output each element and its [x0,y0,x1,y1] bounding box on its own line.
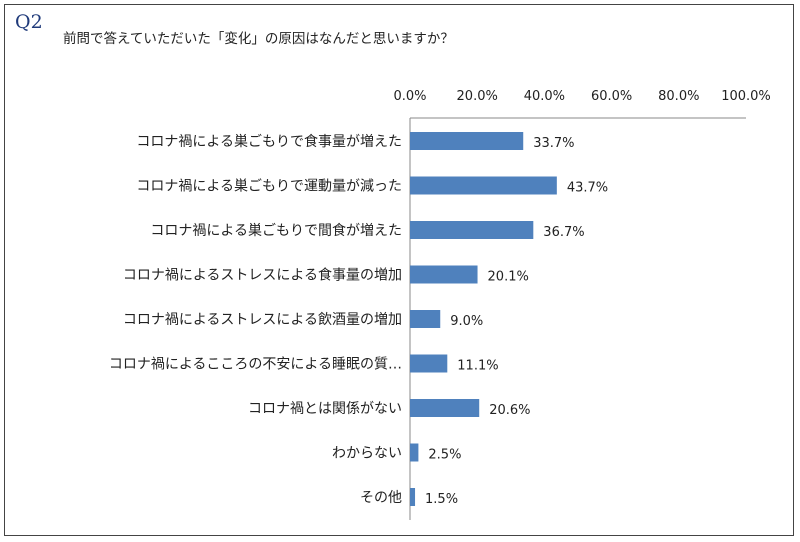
bar-row: コロナ禍によるストレスによる食事量の増加 20.1% [123,265,529,285]
bar [410,176,557,195]
question-text: 前問で答えていただいた「変化」の原因はなんだと思いますか？ [63,31,454,47]
category-label: コロナ禍とは関係がない [248,401,402,417]
category-label: コロナ禍によるストレスによる食事量の増加 [123,267,402,284]
x-tick: 100.0% [721,89,771,104]
chart-rows: コロナ禍による巣ごもりで食事量が増えた 33.7% コロナ禍による巣ごもりで運動量が… [109,132,608,507]
x-tick: 80.0% [658,89,699,104]
bar-row: コロナ禍によるこころの不安による睡眠の質… 11.1% [109,354,499,374]
category-label: コロナ禍による巣ごもりで運動量が減った [136,178,402,195]
x-tick-label: 80.0% [658,89,699,104]
data-label: 11.1% [457,359,498,374]
x-axis-ticks: 0.0% 20.0% 40.0% 60.0% 80.0% 100.0% [393,89,771,119]
question-number: Q2 [15,11,43,33]
bar-row: コロナ禍による巣ごもりで間食が増えた 36.7% [150,221,585,240]
bar [410,488,416,506]
data-label: 33.7% [533,136,574,151]
category-label: コロナ禍による巣ごもりで間食が増えた [150,222,402,239]
bar [410,354,448,373]
category-label: コロナ禍によるストレスによる飲酒量の増加 [123,312,402,328]
bar-row: コロナ禍によるストレスによる飲酒量の増加 9.0% [123,310,483,329]
data-label: 20.6% [489,403,530,418]
data-label: 43.7% [567,181,608,196]
bar-row: コロナ禍による巣ごもりで食事量が増えた 33.7% [136,132,575,151]
bar [410,399,480,417]
bar-row: その他 1.5% [360,488,458,507]
x-tick-label: 60.0% [591,89,632,104]
data-label: 36.7% [543,225,584,240]
bar-row: コロナ禍による巣ごもりで運動量が減った 43.7% [136,176,608,196]
category-label: コロナ禍による巣ごもりで食事量が増えた [136,133,402,150]
x-tick-label: 100.0% [721,89,771,104]
x-tick-label: 20.0% [457,89,498,104]
bar [410,132,524,150]
category-label: コロナ禍によるこころの不安による睡眠の質… [109,357,402,373]
data-label: 20.1% [488,270,529,285]
data-label: 2.5% [428,448,461,463]
bar-row: わからない 2.5% [332,443,461,463]
x-tick: 0.0% [393,89,426,104]
data-label: 1.5% [425,492,458,507]
x-tick: 40.0% [524,89,565,104]
x-tick-label: 0.0% [393,89,426,104]
bar [410,443,419,462]
bar-row: コロナ禍とは関係がない 20.6% [248,399,531,418]
x-tick: 20.0% [457,89,498,104]
x-tick-label: 40.0% [524,89,565,104]
bar [410,221,534,239]
data-label: 9.0% [450,314,483,329]
category-label: その他 [360,490,402,506]
bar [410,265,478,284]
bar [410,310,441,328]
x-tick: 60.0% [591,89,632,104]
category-label: わからない [332,446,402,462]
chart-frame: Q2 前問で答えていただいた「変化」の原因はなんだと思いますか？ [4,4,794,536]
